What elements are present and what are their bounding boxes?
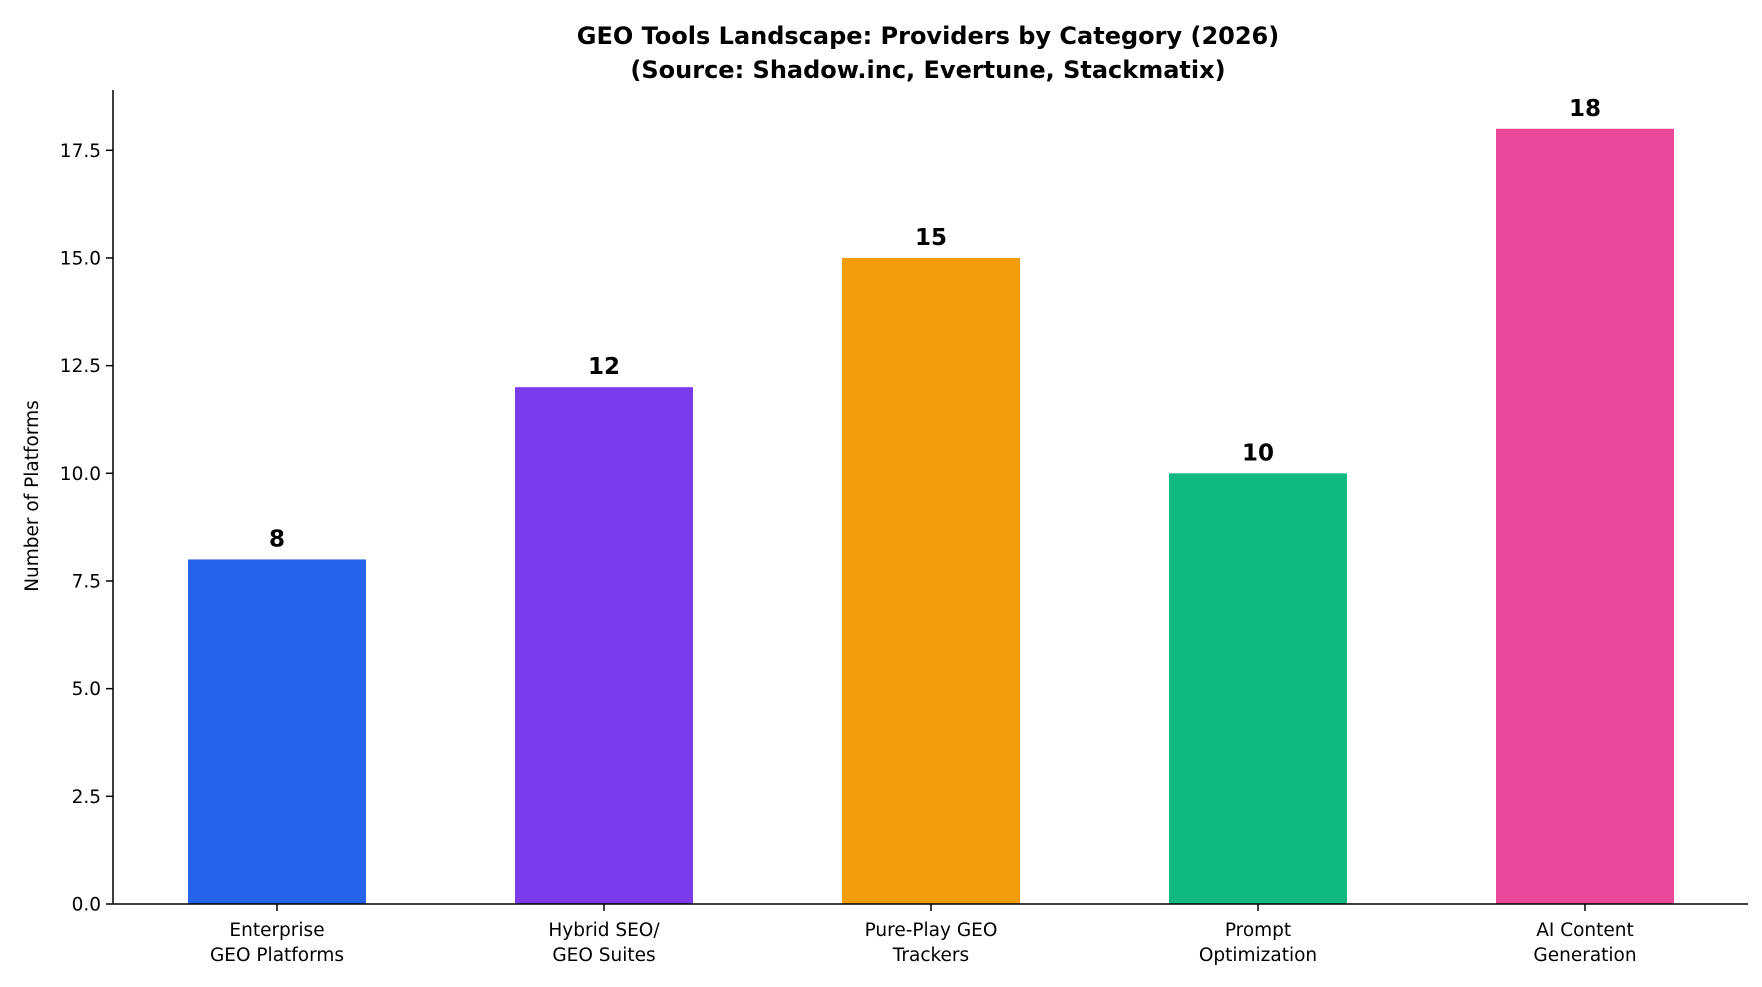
x-tick-label: Hybrid SEO/ [548, 920, 660, 941]
data-label: 8 [269, 526, 285, 552]
x-tick-label: Enterprise [229, 920, 324, 941]
bar [188, 559, 366, 904]
bar [842, 257, 1020, 904]
data-label: 12 [588, 354, 620, 380]
x-tick-label: Optimization [1199, 945, 1317, 966]
y-tick-label: 12.5 [60, 356, 101, 377]
data-label: 10 [1242, 440, 1274, 466]
y-tick-label: 2.5 [72, 787, 101, 808]
bar [515, 387, 693, 905]
x-tick-label: GEO Platforms [210, 945, 344, 966]
bar [1169, 473, 1347, 904]
y-tick-label: 0.0 [72, 895, 101, 916]
data-label: 18 [1569, 96, 1601, 122]
y-axis-label: Number of Platforms [22, 400, 43, 592]
chart-subtitle: (Source: Shadow.inc, Evertune, Stackmati… [630, 56, 1225, 84]
bar [1496, 128, 1674, 904]
y-tick-label: 15.0 [60, 248, 101, 269]
y-tick-label: 5.0 [72, 679, 101, 700]
x-tick-label: Prompt [1225, 920, 1291, 941]
x-tick-label: GEO Suites [552, 945, 655, 966]
x-tick-label: Pure-Play GEO [865, 920, 998, 941]
x-tick-label: Trackers [892, 945, 969, 966]
data-label: 15 [915, 225, 947, 251]
x-tick-label: AI Content [1536, 920, 1634, 941]
chart-title: GEO Tools Landscape: Providers by Catego… [577, 22, 1279, 50]
y-tick-label: 7.5 [72, 571, 101, 592]
y-tick-label: 10.0 [60, 464, 101, 485]
plot-area: 0.0 2.5 5.0 7.5 10.0 12.5 15.0 17.5 Enterprise GE… [60, 90, 1748, 966]
x-tick-label: Generation [1533, 945, 1636, 966]
y-tick-label: 17.5 [60, 141, 101, 162]
